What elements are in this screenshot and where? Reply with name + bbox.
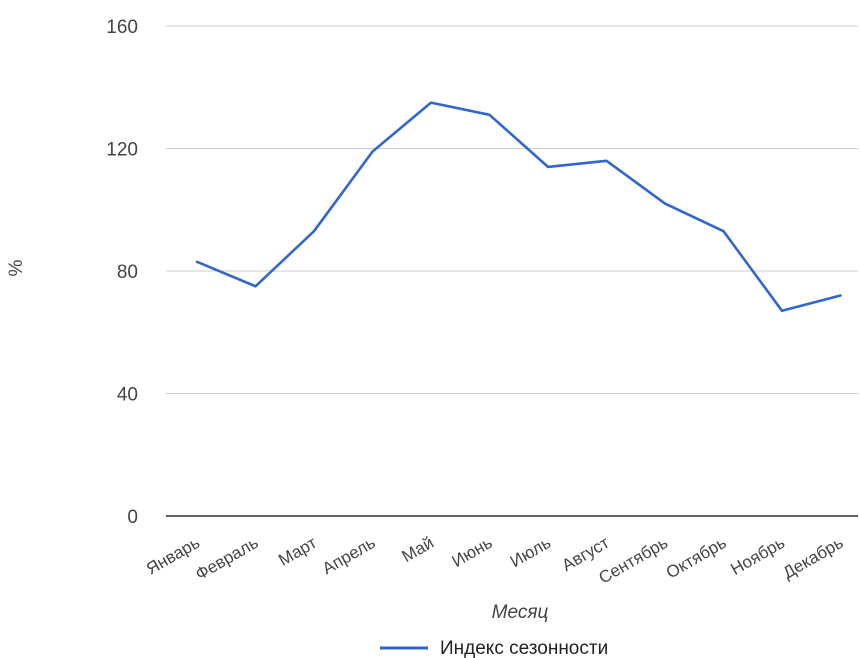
y-tick-labels: 0 40 80 120 160 [106, 17, 138, 528]
legend: Индекс сезонности [380, 638, 608, 658]
x-tick-label: Март [275, 533, 320, 570]
series-line [195, 101, 842, 313]
y-tick-label: 40 [117, 385, 138, 406]
gridlines [166, 25, 858, 517]
x-tick-label: Октябрь [663, 533, 730, 582]
y-tick-label: 80 [117, 262, 138, 283]
y-tick-label: 160 [106, 17, 138, 38]
x-tick-label: Февраль [192, 533, 261, 584]
x-tick-label: Июнь [449, 533, 496, 571]
x-tick-label: Декабрь [780, 533, 847, 583]
x-tick-label: Июль [507, 533, 554, 571]
x-tick-label: Май [399, 533, 437, 566]
x-tick-label: Апрель [319, 533, 379, 578]
legend-label: Индекс сезонности [440, 638, 608, 658]
x-tick-label: Ноябрь [727, 533, 788, 579]
y-axis-title: % [6, 259, 27, 276]
y-tick-label: 120 [106, 140, 138, 161]
x-axis-title: Месяц [492, 602, 549, 623]
y-tick-label: 0 [127, 507, 138, 528]
